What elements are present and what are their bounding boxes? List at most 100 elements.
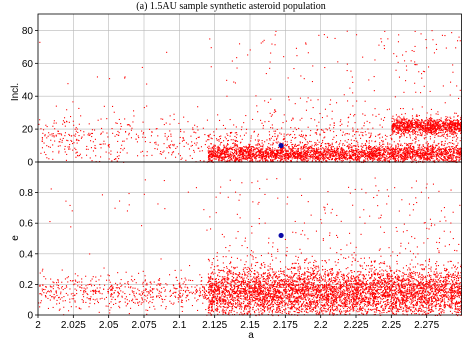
scatter-point: [403, 158, 405, 160]
scatter-point: [396, 124, 398, 126]
scatter-point: [288, 155, 290, 157]
scatter-point: [411, 50, 413, 52]
scatter-point: [457, 150, 459, 152]
scatter-point: [376, 156, 378, 158]
scatter-point: [440, 150, 442, 152]
scatter-point: [233, 155, 235, 157]
scatter-point: [276, 137, 278, 139]
scatter-point: [259, 144, 261, 146]
scatter-point: [215, 153, 217, 155]
scatter-point: [417, 126, 419, 128]
scatter-point: [407, 131, 409, 133]
scatter-point: [391, 151, 393, 153]
scatter-point: [412, 108, 414, 110]
scatter-point: [355, 149, 357, 151]
scatter-point: [210, 149, 212, 151]
scatter-point: [392, 155, 394, 157]
scatter-point: [45, 154, 47, 156]
scatter-point: [417, 125, 419, 127]
scatter-point: [182, 137, 184, 139]
scatter-point: [133, 115, 135, 117]
scatter-point: [227, 148, 229, 150]
scatter-point: [427, 131, 429, 133]
scatter-point: [191, 157, 193, 159]
scatter-point: [364, 114, 366, 116]
scatter-point: [358, 159, 360, 161]
scatter-point: [346, 146, 348, 148]
scatter-point: [372, 147, 374, 149]
scatter-point: [248, 143, 250, 145]
scatter-point: [103, 105, 105, 107]
scatter-point: [233, 124, 235, 126]
scatter-point: [312, 157, 314, 159]
scatter-point: [331, 155, 333, 157]
scatter-point: [424, 157, 426, 159]
scatter-point: [323, 131, 325, 133]
scatter-point: [243, 156, 245, 158]
scatter-point: [234, 158, 236, 160]
scatter-point: [324, 158, 326, 160]
scatter-point: [341, 123, 343, 125]
scatter-point: [66, 109, 68, 111]
scatter-point: [401, 153, 403, 155]
scatter-point: [324, 150, 326, 152]
scatter-point: [67, 146, 69, 148]
scatter-point: [387, 143, 389, 145]
scatter-point: [272, 150, 274, 152]
scatter-point: [210, 153, 212, 155]
scatter-point: [406, 118, 408, 120]
scatter-point: [438, 142, 440, 144]
scatter-point: [116, 134, 118, 136]
scatter-point: [254, 156, 256, 158]
scatter-point: [347, 125, 349, 127]
scatter-point: [210, 66, 212, 68]
scatter-point: [426, 158, 428, 160]
scatter-point: [299, 157, 301, 159]
scatter-point: [369, 155, 371, 157]
scatter-point: [229, 153, 231, 155]
scatter-point: [229, 148, 231, 150]
scatter-point: [437, 123, 439, 125]
scatter-point: [434, 129, 436, 131]
scatter-point: [323, 155, 325, 157]
scatter-point: [250, 160, 252, 162]
scatter-point: [444, 153, 446, 155]
scatter-point: [300, 148, 302, 150]
scatter-point: [456, 128, 458, 130]
scatter-point: [331, 158, 333, 160]
scatter-point: [266, 151, 268, 153]
scatter-point: [223, 156, 225, 158]
scatter-point: [234, 152, 236, 154]
scatter-point: [96, 76, 98, 78]
scatter-point: [286, 153, 288, 155]
scatter-point: [230, 155, 232, 157]
scatter-point: [342, 150, 344, 152]
scatter-point: [273, 152, 275, 154]
scatter-point: [46, 126, 48, 128]
scatter-point: [319, 157, 321, 159]
scatter-point: [435, 158, 437, 160]
scatter-point: [407, 155, 409, 157]
scatter-point: [226, 144, 228, 146]
scatter-point: [338, 159, 340, 161]
scatter-point: [328, 155, 330, 157]
scatter-point: [432, 158, 434, 160]
scatter-point: [294, 137, 296, 139]
scatter-point: [304, 144, 306, 146]
scatter-point: [419, 156, 421, 158]
scatter-point: [457, 121, 459, 123]
scatter-point: [195, 132, 197, 134]
scatter-point: [240, 141, 242, 143]
scatter-point: [361, 151, 363, 153]
scatter-point: [388, 157, 390, 159]
scatter-point: [307, 52, 309, 54]
scatter-point: [306, 154, 308, 156]
scatter-point: [90, 140, 92, 142]
scatter-point: [407, 126, 409, 128]
scatter-point: [267, 149, 269, 151]
scatter-point: [384, 149, 386, 151]
scatter-point: [369, 154, 371, 156]
scatter-point: [323, 152, 325, 154]
scatter-point: [239, 149, 241, 151]
scatter-point: [40, 152, 42, 154]
